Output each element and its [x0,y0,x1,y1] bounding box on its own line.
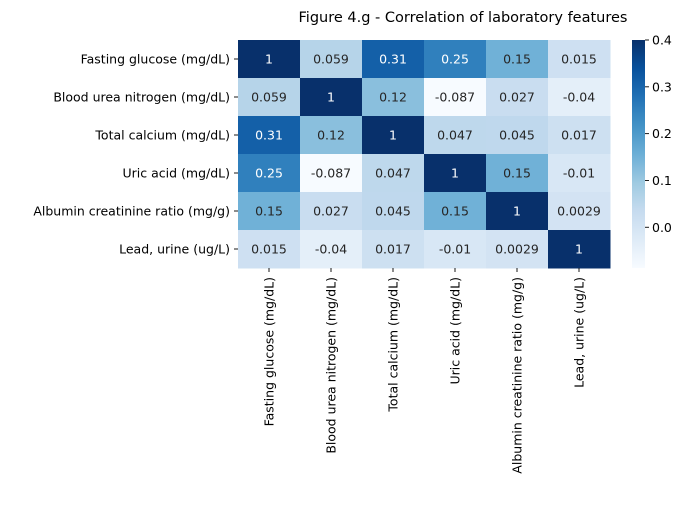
heatmap-cell-label: 0.027 [313,204,349,219]
heatmap-cell [300,116,363,155]
colorbar-gradient [632,40,645,268]
heatmap-cell [238,192,301,231]
heatmap-cell-label: 0.015 [251,242,287,257]
heatmap-cell-label: -0.04 [315,242,347,257]
heatmap-cell [486,154,549,193]
heatmap-cell [548,230,611,269]
colorbar-tick-label: 0.1 [652,173,672,188]
heatmap-cell-label: 0.31 [379,52,407,67]
heatmap-cell-label: 0.0029 [557,204,601,219]
heatmap-cell-label: -0.01 [439,242,471,257]
x-axis-tick-label: Uric acid (mg/dL) [448,277,463,385]
x-axis-tick-label: Lead, urine (ug/L) [572,277,587,388]
heatmap-cell-label: 1 [327,90,335,105]
heatmap-cell [424,192,487,231]
heatmap-cell [300,78,363,117]
colorbar-tick-label: 0.3 [652,79,672,94]
heatmap-cell-label: 0.015 [561,52,597,67]
heatmap-cell-label: 1 [513,204,521,219]
heatmap-cell [424,78,487,117]
colorbar-tick-label: 0.4 [652,33,672,48]
x-axis-tick-label: Fasting glucose (mg/dL) [262,277,277,426]
heatmap-cell-label: 0.15 [441,204,469,219]
colorbar-tick-label: 0.0 [652,220,672,235]
heatmap-cell-label: 0.017 [561,128,597,143]
heatmap-cell-label: 0.31 [255,128,283,143]
heatmap-cell [238,154,301,193]
heatmap-cell [486,78,549,117]
chart-title: Figure 4.g - Correlation of laboratory f… [299,10,628,26]
heatmap-cell-label: 1 [389,128,397,143]
heatmap-cell-label: 0.059 [251,90,287,105]
heatmap-cell [238,78,301,117]
heatmap-cell [486,230,549,269]
heatmap-cell [548,78,611,117]
y-axis-tick-label: Lead, urine (ug/L) [119,242,230,257]
heatmap-cell-label: 1 [265,52,273,67]
heatmap-cell [300,230,363,269]
heatmap-cell [362,40,425,79]
heatmap-cell [548,192,611,231]
heatmap-cell-label: 0.15 [503,52,531,67]
x-axis-tick-label: Total calcium (mg/dL) [386,277,401,413]
heatmap-cell [362,154,425,193]
heatmap-cell [424,40,487,79]
heatmap-cell-label: 0.045 [375,204,411,219]
heatmap-cell-label: 0.047 [437,128,473,143]
heatmap-cell-label: -0.01 [563,166,595,181]
heatmap-cell [548,40,611,79]
heatmap-cell [238,116,301,155]
colorbar: 0.0 0.1 0.2 0.3 0.4 [632,33,672,268]
heatmap-cell-label: 0.017 [375,242,411,257]
x-axis-tick-label: Albumin creatinine ratio (mg/g) [510,277,525,474]
heatmap-cell-label: 0.25 [255,166,283,181]
heatmap-cell-label: 1 [575,242,583,257]
heatmap-cell-label: 0.047 [375,166,411,181]
heatmap-cells [238,40,611,269]
heatmap-cell [486,40,549,79]
heatmap-cell-label: 0.045 [499,128,535,143]
heatmap-cell [300,40,363,79]
heatmap-cell [362,116,425,155]
y-axis-tick-label: Fasting glucose (mg/dL) [81,52,230,67]
heatmap-cell [548,116,611,155]
y-axis-tick-label: Total calcium (mg/dL) [94,128,230,143]
heatmap-cell [300,154,363,193]
heatmap-cell [300,192,363,231]
x-axis-tick-label: Blood urea nitrogen (mg/dL) [324,277,339,454]
heatmap-cell-label: 0.059 [313,52,349,67]
heatmap-cell-label: -0.04 [563,90,595,105]
heatmap-cell-label: 0.25 [441,52,469,67]
heatmap-cell [362,230,425,269]
heatmap-cell [362,78,425,117]
heatmap-cell-label: 0.0029 [495,242,539,257]
heatmap-cell [486,192,549,231]
heatmap-cell [424,116,487,155]
y-axis-tick-label: Blood urea nitrogen (mg/dL) [53,90,230,105]
heatmap-cell [424,154,487,193]
colorbar-tick-label: 0.2 [652,126,672,141]
heatmap-cell-label: 0.027 [499,90,535,105]
heatmap-cell [238,230,301,269]
heatmap-cell-label: 0.15 [503,166,531,181]
y-axis-tick-labels: Fasting glucose (mg/dL) Blood urea nitrog… [33,52,238,257]
heatmap-cell [424,230,487,269]
heatmap-cell-label: -0.087 [311,166,351,181]
heatmap-cell [238,40,301,79]
y-axis-tick-label: Uric acid (mg/dL) [123,166,231,181]
x-axis-tick-labels: Fasting glucose (mg/dL) Blood urea nitrog… [262,268,587,474]
heatmap-cell-label: 0.12 [317,128,345,143]
y-axis-tick-label: Albumin creatinine ratio (mg/g) [33,204,230,219]
heatmap-cell-label: 1 [451,166,459,181]
heatmap-cell-label: 0.15 [255,204,283,219]
heatmap-cell [548,154,611,193]
heatmap-cell [362,192,425,231]
heatmap-cell-labels: 1 0.059 0.31 0.25 0.15 0.015 0.059 1 0.12 -0.087 0… [251,52,601,257]
heatmap-cell [486,116,549,155]
heatmap-cell-label: -0.087 [435,90,475,105]
heatmap-cell-label: 0.12 [379,90,407,105]
